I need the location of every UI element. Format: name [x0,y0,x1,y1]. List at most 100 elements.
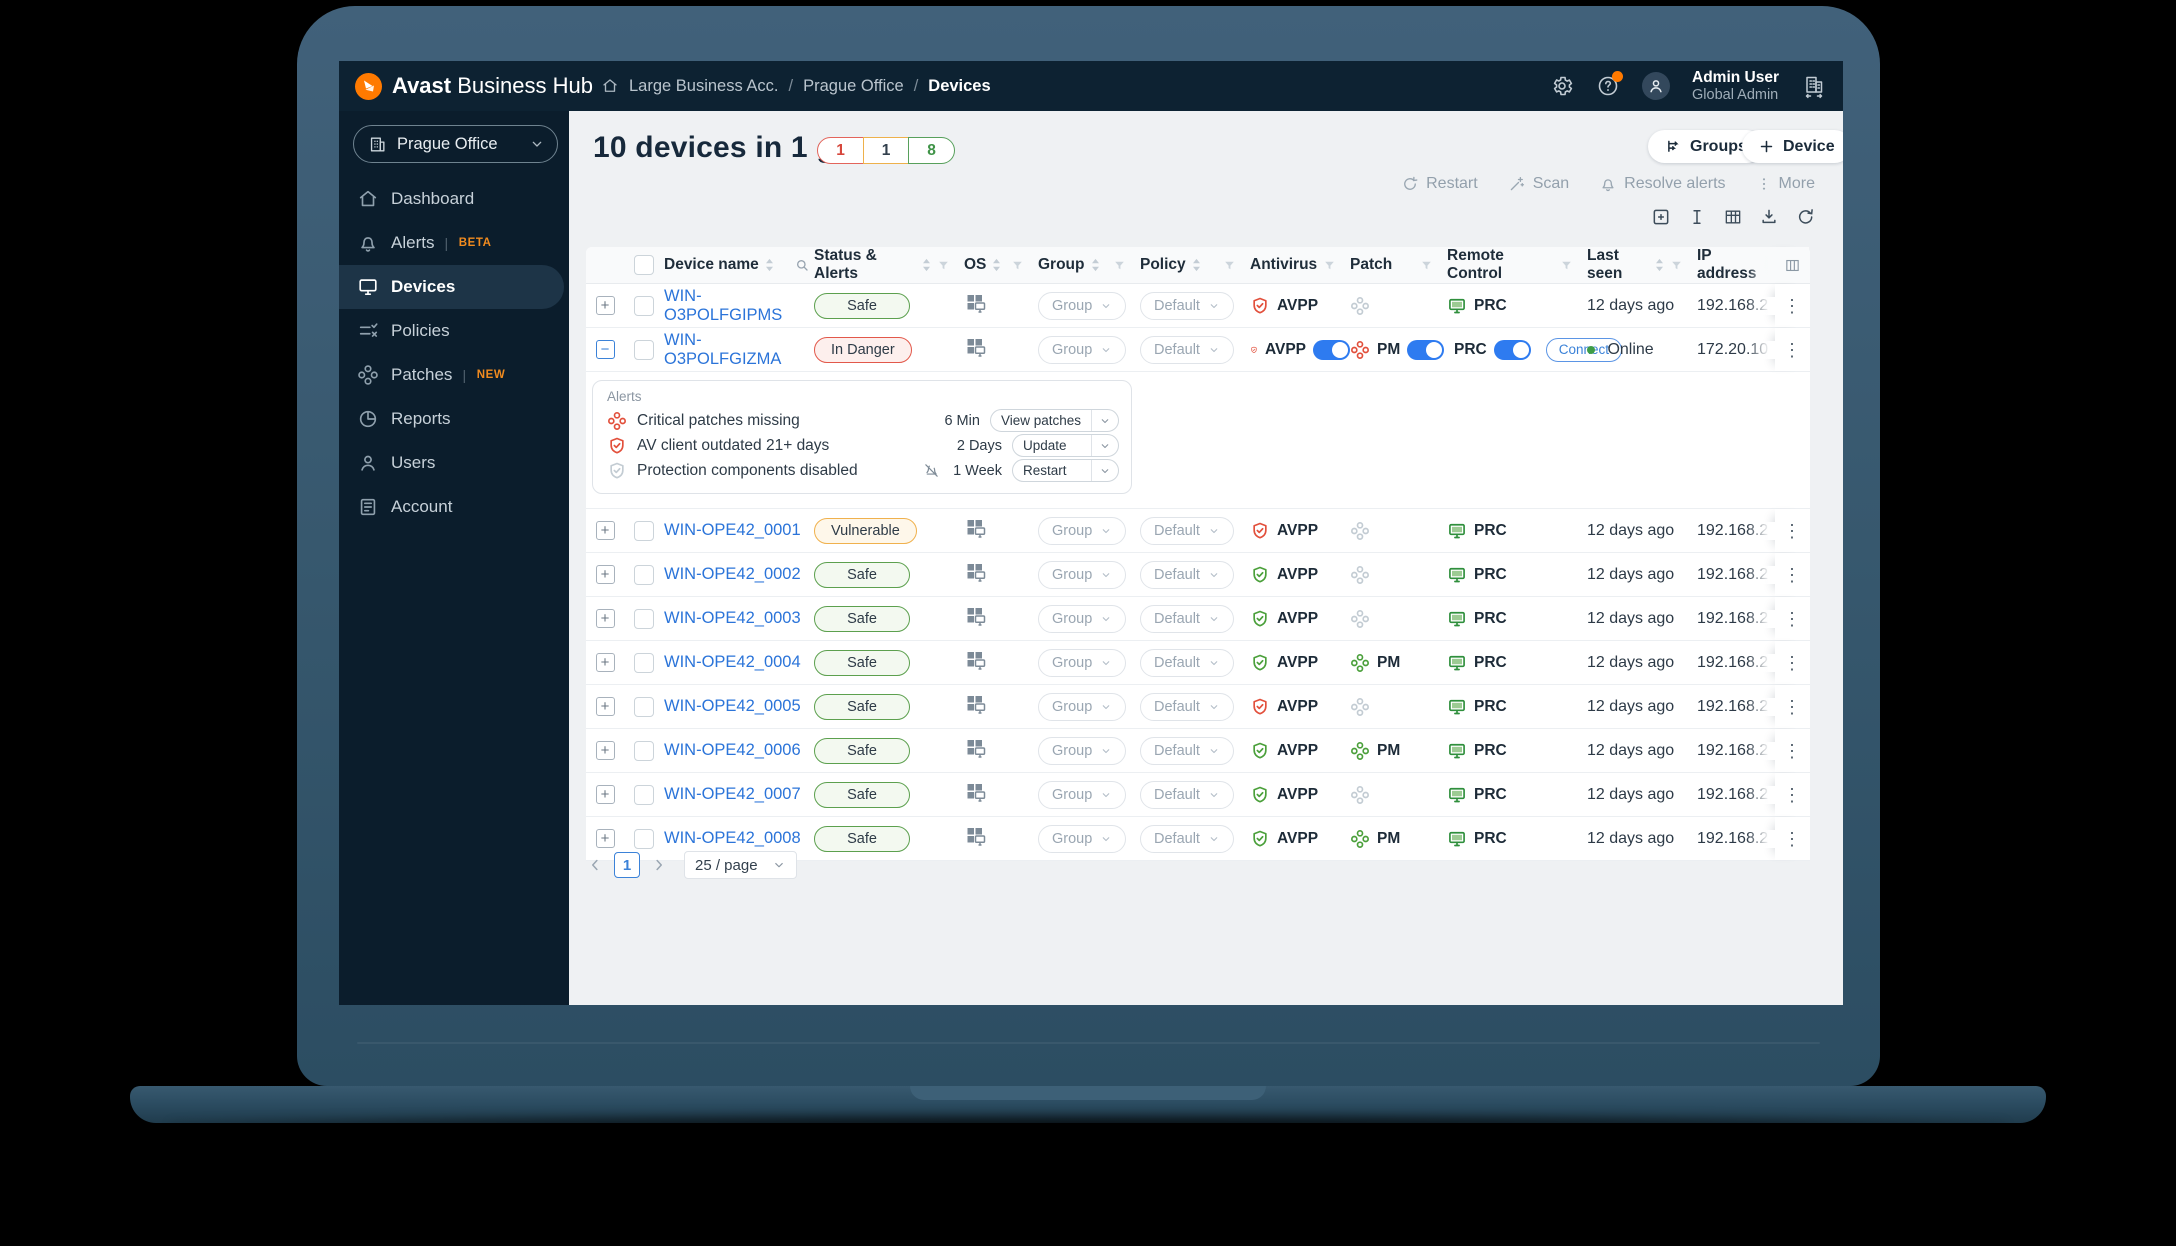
restart-action[interactable]: Restart [1401,175,1478,193]
row-menu-button[interactable]: ⋮ [1783,608,1801,629]
row-menu-button[interactable]: ⋮ [1783,740,1801,761]
alert-action-button[interactable]: View patches [989,409,1119,432]
policy-dropdown[interactable]: Default [1140,824,1234,853]
filter-icon[interactable] [1323,259,1336,272]
row-expander[interactable]: + [595,741,615,760]
row-menu-button[interactable]: ⋮ [1783,696,1801,717]
refresh-icon[interactable] [1795,207,1815,227]
page-number[interactable]: 1 [614,852,640,878]
groups-button[interactable]: Groups [1648,130,1763,163]
scan-action[interactable]: Scan [1508,175,1569,193]
policy-dropdown[interactable]: Default [1140,291,1234,320]
group-dropdown[interactable]: Group [1038,560,1127,589]
filter-icon[interactable] [1560,259,1573,272]
group-dropdown[interactable]: Group [1038,692,1127,721]
device-name-link[interactable]: WIN-OPE42_0003 [664,609,801,627]
user-info[interactable]: Admin User Global Admin [1692,69,1779,103]
device-name-link[interactable]: WIN-OPE42_0006 [664,741,801,759]
avatar[interactable] [1642,71,1670,100]
group-dropdown[interactable]: Group [1038,780,1127,809]
sort-icon[interactable] [921,258,932,272]
device-name-link[interactable]: WIN-O3POLFGIZMA [664,330,782,368]
policy-dropdown[interactable]: Default [1140,736,1234,765]
row-checkbox[interactable] [634,608,654,629]
prev-page-icon[interactable] [586,856,604,874]
row-expander[interactable]: + [595,653,615,672]
org-switcher-icon[interactable] [1801,74,1825,99]
device-name-link[interactable]: WIN-OPE42_0004 [664,653,801,671]
row-checkbox[interactable] [634,520,654,541]
export-download-icon[interactable] [1759,207,1779,227]
sidebar-item-dashboard[interactable]: Dashboard [339,177,569,221]
policy-dropdown[interactable]: Default [1140,604,1234,633]
group-dropdown[interactable]: Group [1038,824,1127,853]
row-menu-button[interactable]: ⋮ [1783,652,1801,673]
row-expander[interactable]: − [595,340,615,359]
breadcrumb-item[interactable]: Prague Office [803,76,904,95]
row-expander[interactable]: + [595,296,615,315]
policy-dropdown[interactable]: Default [1140,648,1234,677]
sidebar-item-users[interactable]: Users [339,441,569,485]
row-checkbox[interactable] [634,652,654,673]
filter-icon[interactable] [1113,259,1126,272]
row-checkbox[interactable] [634,295,654,316]
sidebar-item-devices[interactable]: Devices [339,265,564,309]
sort-icon[interactable] [764,258,775,272]
device-name-link[interactable]: WIN-O3POLFGIPMS [664,286,783,324]
alert-action-button[interactable]: Restart [1012,459,1119,482]
row-expander[interactable]: + [595,785,615,804]
sort-icon[interactable] [1654,258,1665,272]
row-height-icon[interactable] [1687,207,1707,227]
col-last-seen[interactable]: Last seen [1587,247,1697,283]
filter-icon[interactable] [1011,259,1024,272]
row-checkbox[interactable] [634,339,654,360]
row-expander[interactable]: + [595,697,615,716]
row-menu-button[interactable]: ⋮ [1783,520,1801,541]
settings-gear-icon[interactable] [1550,74,1574,98]
col-ip-address[interactable]: IP address [1697,247,1775,283]
sidebar-item-reports[interactable]: Reports [339,397,569,441]
row-menu-button[interactable]: ⋮ [1783,828,1801,849]
col-antivirus[interactable]: Antivirus [1250,256,1350,274]
filter-icon[interactable] [1670,259,1683,272]
device-name-link[interactable]: WIN-OPE42_0001 [664,521,801,539]
group-dropdown[interactable]: Group [1038,604,1127,633]
policy-dropdown[interactable]: Default [1140,560,1234,589]
row-menu-button[interactable]: ⋮ [1783,295,1801,316]
device-name-link[interactable]: WIN-OPE42_0005 [664,697,801,715]
row-checkbox[interactable] [634,740,654,761]
sort-icon[interactable] [991,258,1002,272]
remote-control-toggle[interactable] [1493,339,1531,360]
filter-icon[interactable] [937,259,950,272]
col-device-name[interactable]: Device name [664,256,814,274]
filter-icon[interactable] [1420,259,1433,272]
group-dropdown[interactable]: Group [1038,335,1127,364]
sort-icon[interactable] [1090,258,1101,272]
group-dropdown[interactable]: Group [1038,736,1127,765]
device-name-link[interactable]: WIN-OPE42_0007 [664,785,801,803]
col-patch[interactable]: Patch [1350,256,1447,274]
row-menu-button[interactable]: ⋮ [1783,784,1801,805]
page-size-select[interactable]: 25 / page [684,851,797,879]
col-os[interactable]: OS [964,256,1038,274]
columns-grid-icon[interactable] [1723,207,1743,227]
policy-dropdown[interactable]: Default [1140,780,1234,809]
row-checkbox[interactable] [634,784,654,805]
row-checkbox[interactable] [634,696,654,717]
policy-dropdown[interactable]: Default [1140,335,1234,364]
policy-dropdown[interactable]: Default [1140,692,1234,721]
expand-all-icon[interactable] [1651,207,1671,227]
select-all-checkbox[interactable] [634,255,654,275]
sidebar-item-account[interactable]: Account [339,485,569,529]
add-device-button[interactable]: Device [1742,130,1843,163]
row-expander[interactable]: + [595,521,615,540]
resolve-alerts-action[interactable]: Resolve alerts [1599,175,1726,193]
device-name-link[interactable]: WIN-OPE42_0002 [664,565,801,583]
row-checkbox[interactable] [634,564,654,585]
sidebar-item-policies[interactable]: Policies [339,309,569,353]
alert-action-button[interactable]: Update [1012,434,1119,457]
row-menu-button[interactable]: ⋮ [1783,564,1801,585]
sort-icon[interactable] [1191,258,1202,272]
row-expander[interactable]: + [595,565,615,584]
col-policy[interactable]: Policy [1140,256,1250,274]
